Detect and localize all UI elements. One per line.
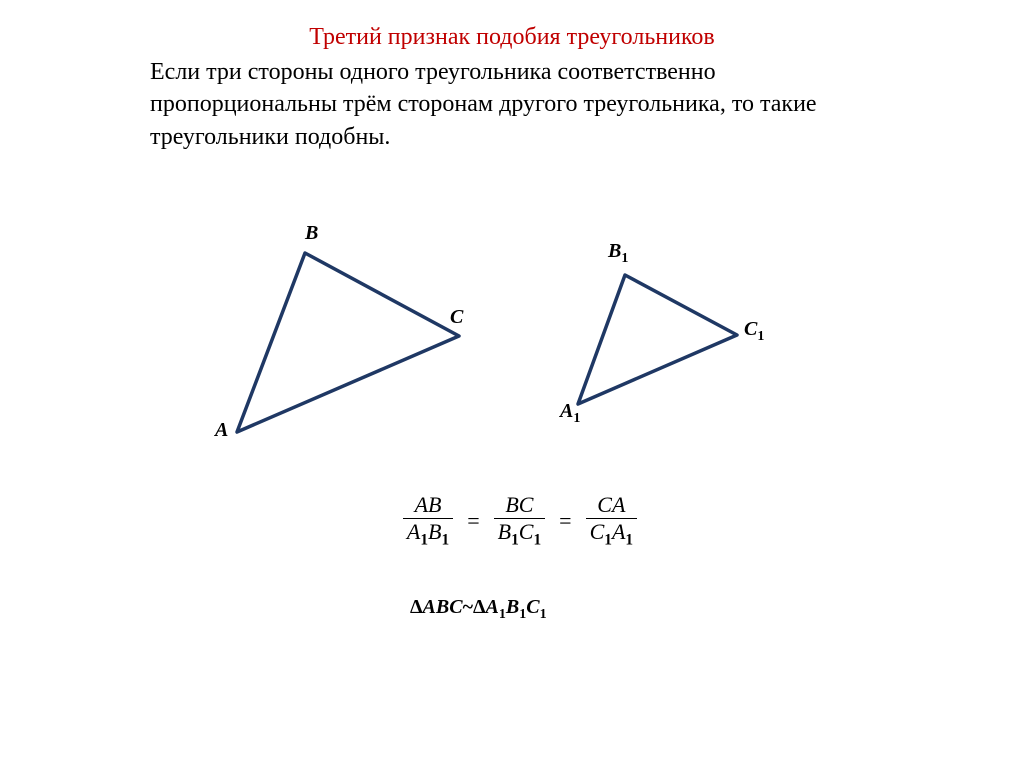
vertex-label-b: В — [305, 222, 318, 245]
vertex-label-a: А — [215, 419, 228, 442]
page: Третий признак подобия треугольников Есл… — [0, 0, 1024, 767]
triangle-abc — [237, 253, 459, 432]
similarity-conclusion: ΔABC~ΔA1B1C1 — [410, 596, 547, 623]
vertex-label-c: С — [450, 306, 463, 329]
vertex-label-a1: A1 — [560, 400, 580, 427]
vertex-label-c1: C1 — [744, 318, 764, 345]
triangles-diagram — [0, 0, 1024, 767]
triangle-a1b1c1 — [578, 275, 737, 404]
vertex-label-b1: B1 — [608, 240, 628, 267]
proportion-formula: ABA1B1=BCB1C1=CAC1A1 — [350, 492, 690, 550]
